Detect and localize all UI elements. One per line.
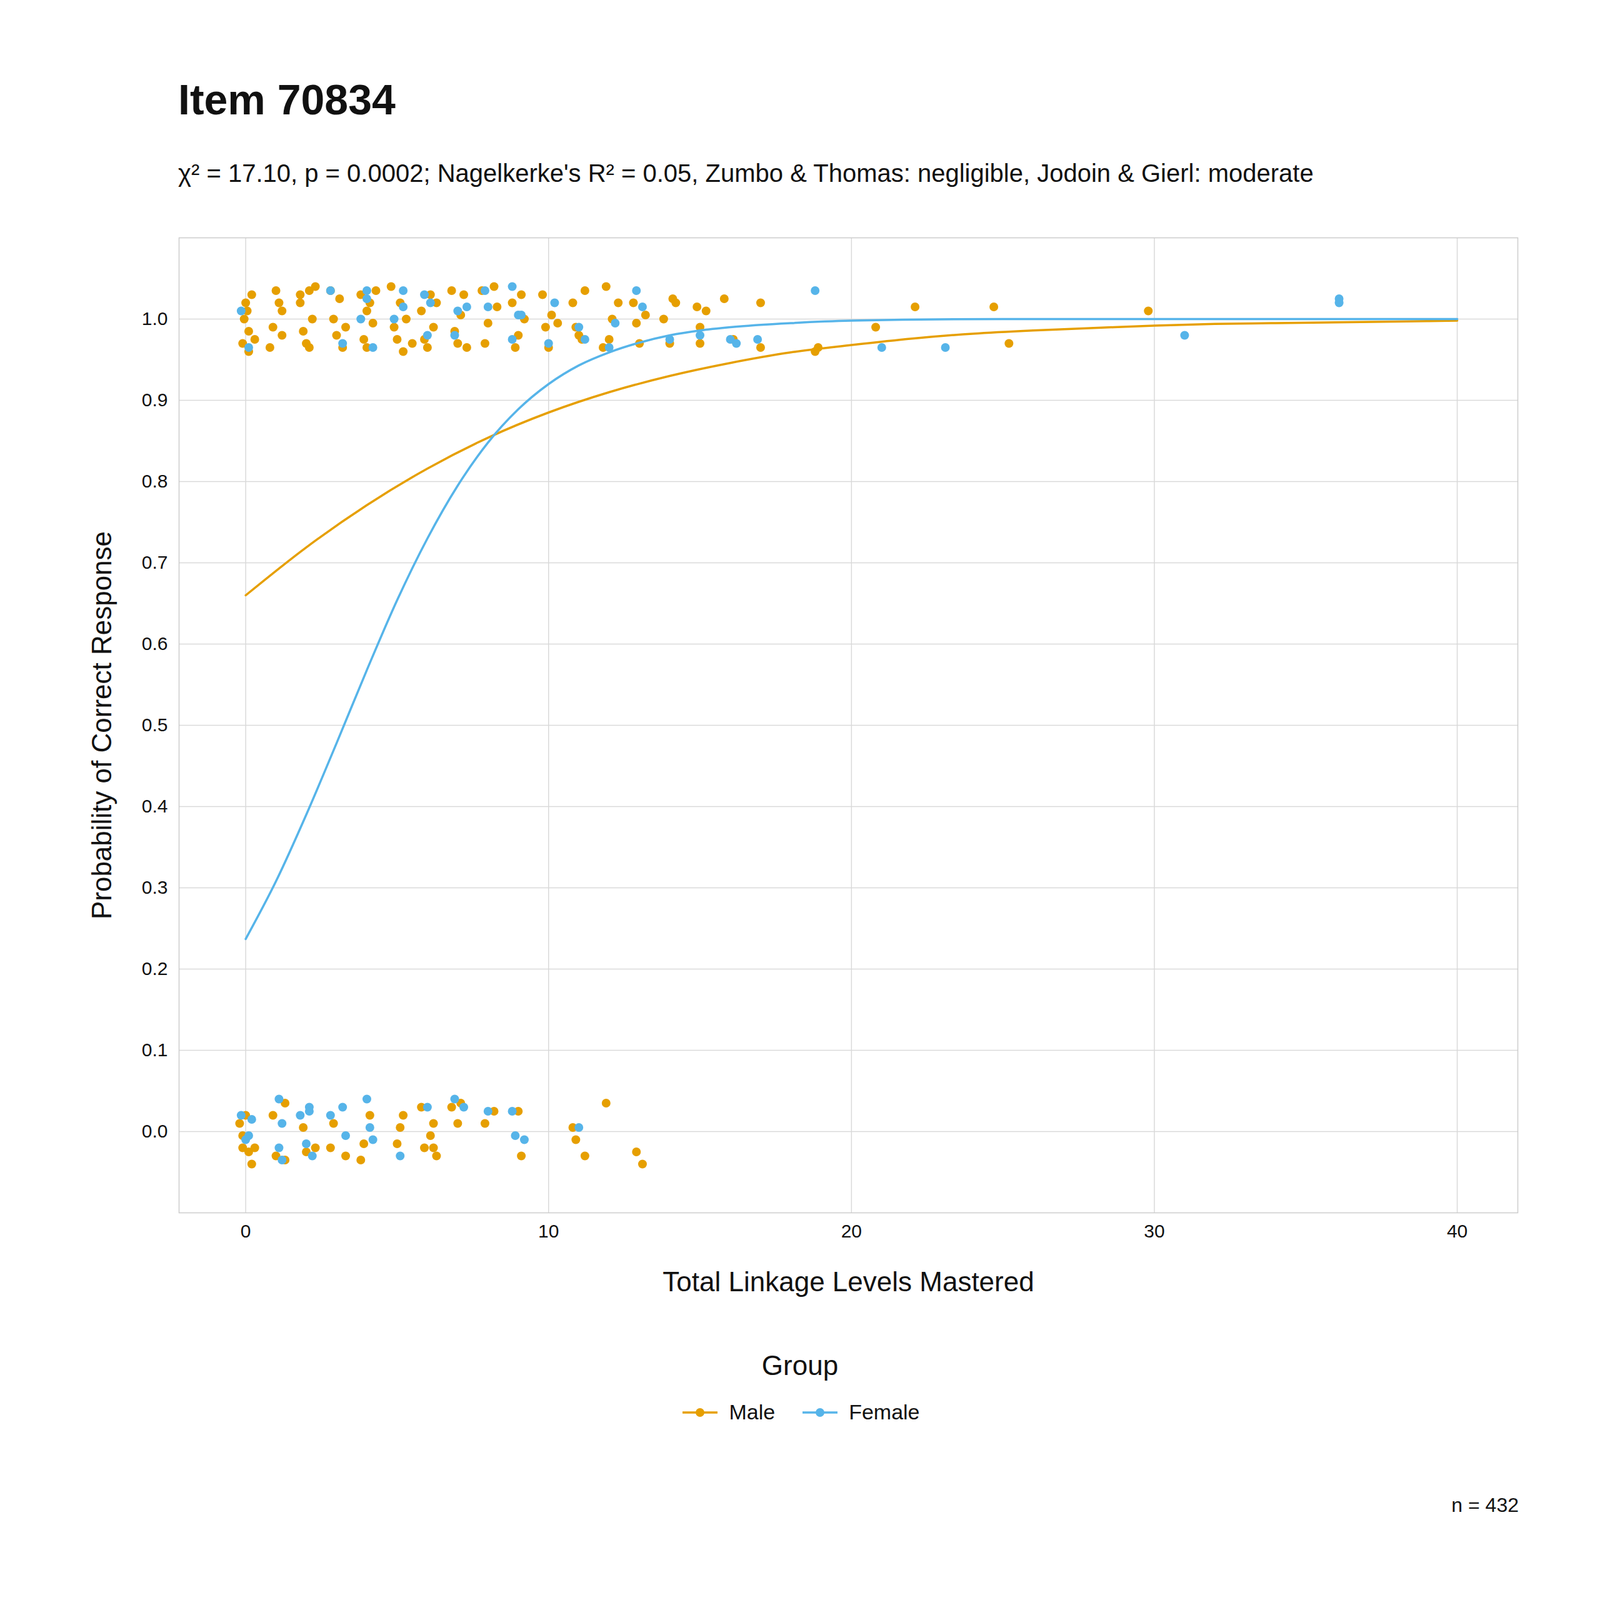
svg-text:40: 40 <box>1446 1220 1468 1242</box>
svg-text:0.3: 0.3 <box>141 876 169 898</box>
svg-text:0.0: 0.0 <box>141 1120 169 1142</box>
html-text:Item 70834: Item 70834 <box>178 75 396 124</box>
svg-text:0.9: 0.9 <box>141 389 169 410</box>
svg-text:Total Linkage Levels Mastered: Total Linkage Levels Mastered <box>662 1266 1034 1297</box>
svg-text:0.6: 0.6 <box>141 633 169 654</box>
html-text:n = 432: n = 432 <box>1451 1493 1519 1517</box>
svg-text:0.7: 0.7 <box>141 551 169 573</box>
svg-text:10: 10 <box>538 1220 559 1242</box>
svg-text:20: 20 <box>841 1220 862 1242</box>
svg-text:0.2: 0.2 <box>141 958 169 979</box>
html-text:χ² = 17.10, p = 0.0002; Nagelk: χ² = 17.10, p = 0.0002; Nagelkerke's R² … <box>178 159 1314 187</box>
svg-text:0.8: 0.8 <box>141 470 169 492</box>
svg-text:30: 30 <box>1143 1220 1165 1242</box>
html-text:Male: Male <box>729 1400 776 1424</box>
svg-text:0: 0 <box>240 1220 252 1242</box>
svg-text:0.1: 0.1 <box>141 1039 169 1060</box>
svg-text:0.5: 0.5 <box>141 714 169 735</box>
svg-text:0.4: 0.4 <box>141 795 169 817</box>
html-text:Female: Female <box>848 1400 920 1424</box>
svg-text:1.0: 1.0 <box>141 308 169 329</box>
svg-text:Probability of Correct Respons: Probability of Correct Response <box>86 531 117 920</box>
html-text:Group: Group <box>761 1350 839 1381</box>
